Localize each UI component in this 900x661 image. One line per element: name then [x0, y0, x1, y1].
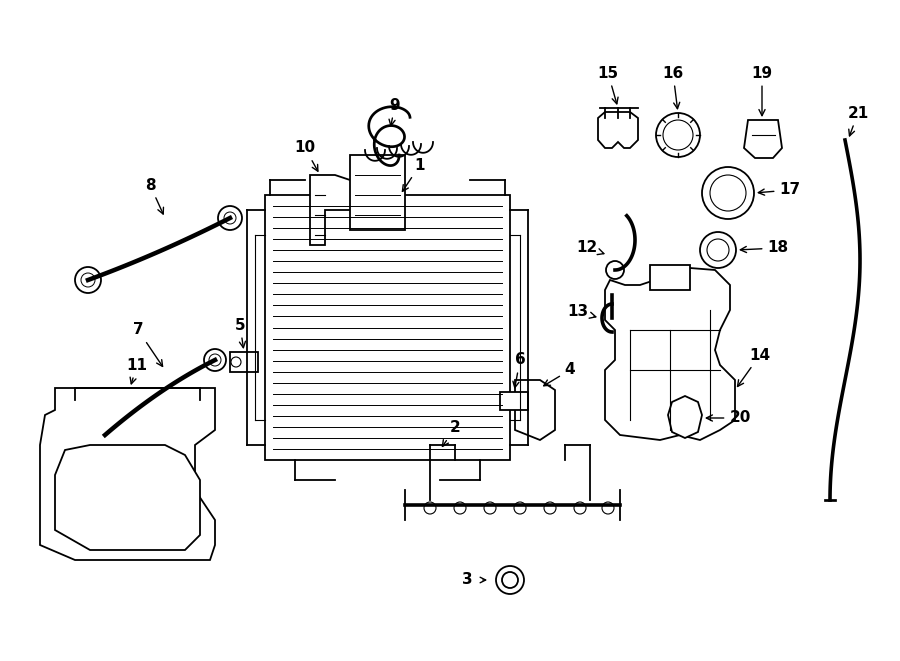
Text: 19: 19	[752, 65, 772, 116]
Text: 18: 18	[741, 241, 788, 256]
Text: 15: 15	[598, 65, 618, 104]
Bar	[500, 392, 528, 410]
Text: 7: 7	[132, 323, 163, 366]
Circle shape	[544, 502, 556, 514]
Circle shape	[707, 239, 729, 261]
Circle shape	[93, 423, 117, 447]
Circle shape	[663, 120, 693, 150]
Polygon shape	[744, 120, 782, 158]
Circle shape	[204, 349, 226, 371]
Circle shape	[454, 502, 466, 514]
Text: 2: 2	[443, 420, 461, 446]
Polygon shape	[605, 268, 735, 440]
Text: 13: 13	[567, 305, 596, 319]
Circle shape	[98, 428, 112, 442]
Circle shape	[224, 212, 236, 224]
Text: 21: 21	[848, 106, 868, 136]
Text: 16: 16	[662, 65, 684, 108]
Circle shape	[602, 502, 614, 514]
Circle shape	[502, 572, 518, 588]
Text: 9: 9	[389, 98, 400, 126]
Circle shape	[484, 502, 496, 514]
Text: 11: 11	[127, 358, 148, 384]
Text: 10: 10	[294, 141, 318, 171]
Text: 3: 3	[462, 572, 472, 588]
Circle shape	[656, 113, 700, 157]
Text: 14: 14	[737, 348, 770, 387]
Text: 5: 5	[235, 317, 246, 348]
Text: 20: 20	[706, 410, 751, 426]
Circle shape	[231, 357, 241, 367]
Circle shape	[424, 502, 436, 514]
Circle shape	[702, 167, 754, 219]
Circle shape	[75, 267, 101, 293]
Circle shape	[81, 273, 95, 287]
Polygon shape	[515, 380, 555, 440]
Text: 6: 6	[513, 352, 526, 388]
Circle shape	[606, 261, 624, 279]
Text: 4: 4	[544, 362, 575, 386]
Text: 17: 17	[759, 182, 801, 198]
Polygon shape	[310, 175, 365, 245]
Bar	[650, 265, 690, 290]
Circle shape	[710, 175, 746, 211]
Text: 12: 12	[576, 241, 604, 256]
Polygon shape	[668, 396, 702, 438]
Circle shape	[574, 502, 586, 514]
Bar	[350, 155, 405, 230]
Bar	[265, 195, 510, 460]
Polygon shape	[40, 388, 215, 560]
Text: 1: 1	[402, 157, 425, 192]
Circle shape	[218, 206, 242, 230]
Circle shape	[209, 354, 221, 366]
Bar	[230, 352, 258, 372]
Polygon shape	[598, 112, 638, 148]
Circle shape	[700, 232, 736, 268]
Polygon shape	[55, 445, 200, 550]
Circle shape	[496, 566, 524, 594]
Circle shape	[514, 502, 526, 514]
Text: 8: 8	[145, 178, 164, 214]
